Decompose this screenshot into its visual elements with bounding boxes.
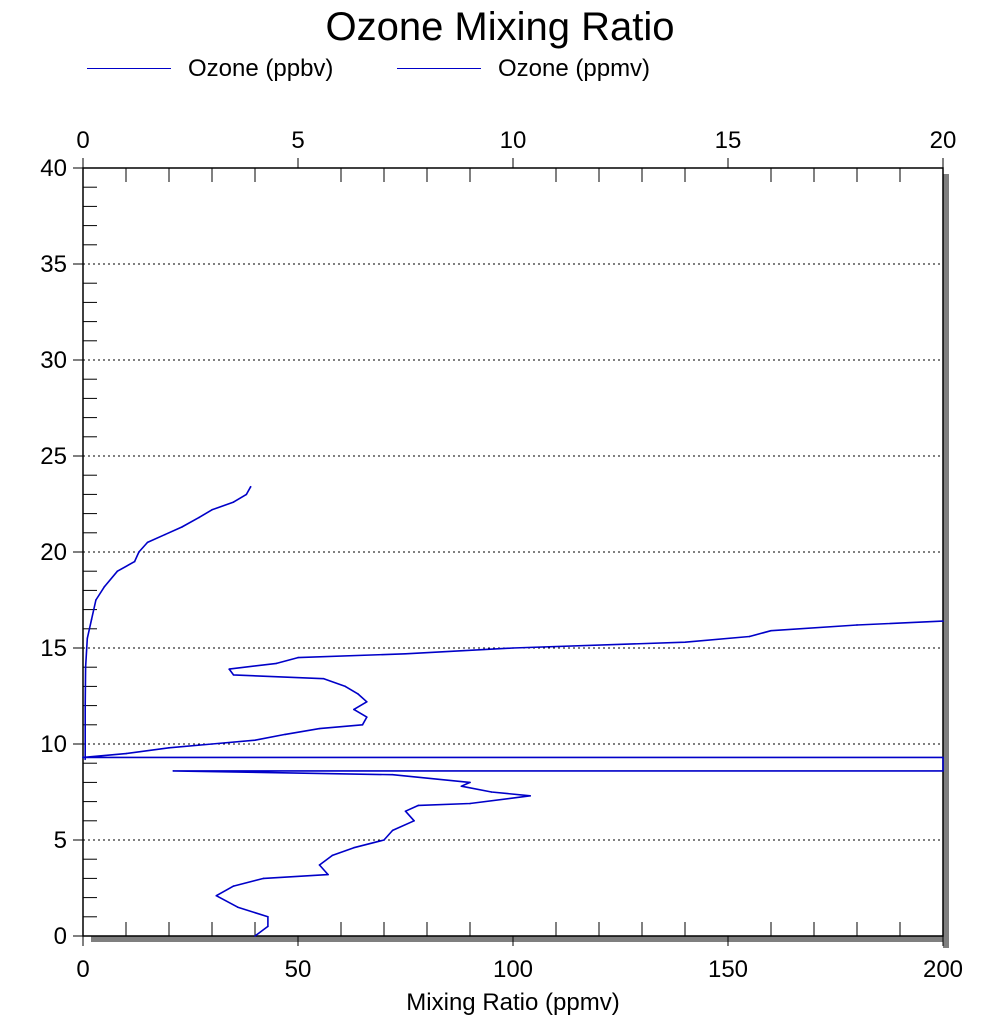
frame-shadow-bottom (91, 936, 949, 942)
legend-swatch-2 (397, 68, 481, 69)
series-2-point-6 (103, 585, 106, 588)
series-1-point-47 (770, 629, 772, 632)
y-tick-label-5: 25 (40, 443, 67, 470)
series-1-point-14 (404, 810, 407, 812)
series-1-point-2 (267, 916, 269, 918)
series-1-point-22 (172, 770, 175, 772)
series-1-point-21 (391, 773, 394, 776)
series-1-point-27 (168, 747, 170, 749)
series-2-point-14 (211, 508, 213, 511)
series-2-point-9 (138, 551, 140, 553)
series-2-point-11 (163, 533, 166, 536)
x-top-tick-label-1: 5 (291, 127, 304, 154)
series-2-point-13 (198, 516, 200, 519)
series-2-point-16 (245, 493, 248, 496)
frame-shadow-right (943, 174, 949, 948)
series-2-point-8 (133, 560, 136, 563)
series-1-point-24 (942, 756, 944, 759)
series-1-point-39 (232, 674, 235, 676)
series-1-point-10 (353, 846, 355, 849)
series-1-point-9 (331, 854, 334, 857)
series-1-point-11 (383, 839, 385, 841)
series-1-point-33 (366, 716, 368, 718)
y-tick-label-8: 40 (40, 155, 67, 182)
series-1-point-34 (353, 708, 355, 711)
series-line-1 (82, 620, 944, 937)
series-1-point-35 (366, 700, 368, 703)
series-1-point-37 (344, 685, 347, 688)
series-1-point-0 (254, 935, 256, 937)
series-1-point-29 (254, 739, 256, 741)
series-1-point-6 (262, 877, 265, 880)
series-1-point-4 (215, 894, 218, 897)
y-tick-label-0: 0 (54, 923, 67, 950)
series-2-point-2 (84, 666, 87, 668)
x-bottom-tick-label-0: 0 (76, 956, 89, 983)
series-1-point-49 (942, 620, 944, 622)
series-1-point-44 (512, 647, 514, 649)
legend-label-1: Ozone (ppbv) (188, 55, 334, 82)
legend-swatch-1 (87, 68, 171, 69)
series-1-point-5 (232, 885, 235, 887)
y-tick-label-2: 10 (40, 731, 67, 758)
series-1-point-36 (357, 693, 360, 695)
y-tick-label-6: 30 (40, 347, 67, 374)
x-top-tick-label-4: 20 (930, 127, 957, 154)
series-1-point-13 (413, 820, 415, 822)
x-top-tick-label-2: 10 (500, 127, 527, 154)
series-1-point-20 (469, 781, 471, 784)
series-2-point-1 (84, 704, 86, 707)
x-bottom-tick-label-3: 150 (708, 956, 748, 983)
series-1-point-8 (318, 864, 321, 866)
x-top-tick-label-3: 15 (715, 127, 742, 154)
series-2-point-5 (95, 599, 97, 601)
chart-title: Ozone Mixing Ratio (325, 5, 675, 49)
series-1-point-17 (529, 795, 531, 797)
series-1-point-25 (82, 756, 84, 759)
series-line-2 (84, 486, 252, 760)
x-axis-label: Mixing Ratio (ppmv) (406, 989, 620, 1016)
series-1-point-38 (323, 677, 325, 680)
series-1-point-43 (404, 652, 407, 655)
series-1-point-18 (490, 791, 493, 793)
series-2-point-12 (181, 526, 183, 528)
series-1-point-15 (417, 804, 420, 807)
legend-label-2: Ozone (ppmv) (498, 55, 651, 82)
series-2-point-7 (116, 570, 119, 572)
y-tick-label-7: 35 (40, 251, 67, 278)
series-1-point-48 (856, 624, 858, 626)
x-bottom-tick-label-4: 200 (923, 956, 963, 983)
series-2-point-4 (90, 618, 93, 620)
series-1-point-12 (391, 829, 394, 832)
series-1-point-16 (469, 802, 471, 805)
series-1-point-42 (297, 656, 299, 659)
series-2-point-10 (146, 541, 149, 544)
series-1-point-32 (361, 724, 364, 726)
series-1-point-7 (327, 873, 329, 876)
series-1-point-28 (211, 743, 213, 745)
series-1-point-31 (318, 727, 321, 730)
series-1-point-45 (684, 641, 686, 644)
series-1-point-40 (228, 668, 230, 670)
x-bottom-tick-label-1: 50 (285, 956, 312, 983)
series-1-point-23 (942, 770, 944, 772)
series-1-point-30 (284, 733, 286, 736)
x-bottom-tick-label-2: 100 (493, 956, 533, 983)
y-tick-label-3: 15 (40, 635, 67, 662)
series-2-point-0 (84, 758, 86, 761)
y-tick-label-4: 20 (40, 539, 67, 566)
series-1-point-1 (267, 925, 269, 928)
y-tick-label-1: 5 (54, 827, 67, 854)
series-1-point-46 (748, 635, 751, 638)
x-top-tick-label-0: 0 (76, 127, 89, 154)
series-1-point-26 (125, 752, 127, 755)
series-2-point-3 (86, 637, 89, 640)
series-2-point-17 (249, 485, 252, 488)
series-1-point-19 (460, 785, 463, 788)
series-2-point-15 (232, 501, 235, 503)
series-1-point-41 (275, 662, 278, 665)
series-1-point-3 (237, 906, 239, 908)
